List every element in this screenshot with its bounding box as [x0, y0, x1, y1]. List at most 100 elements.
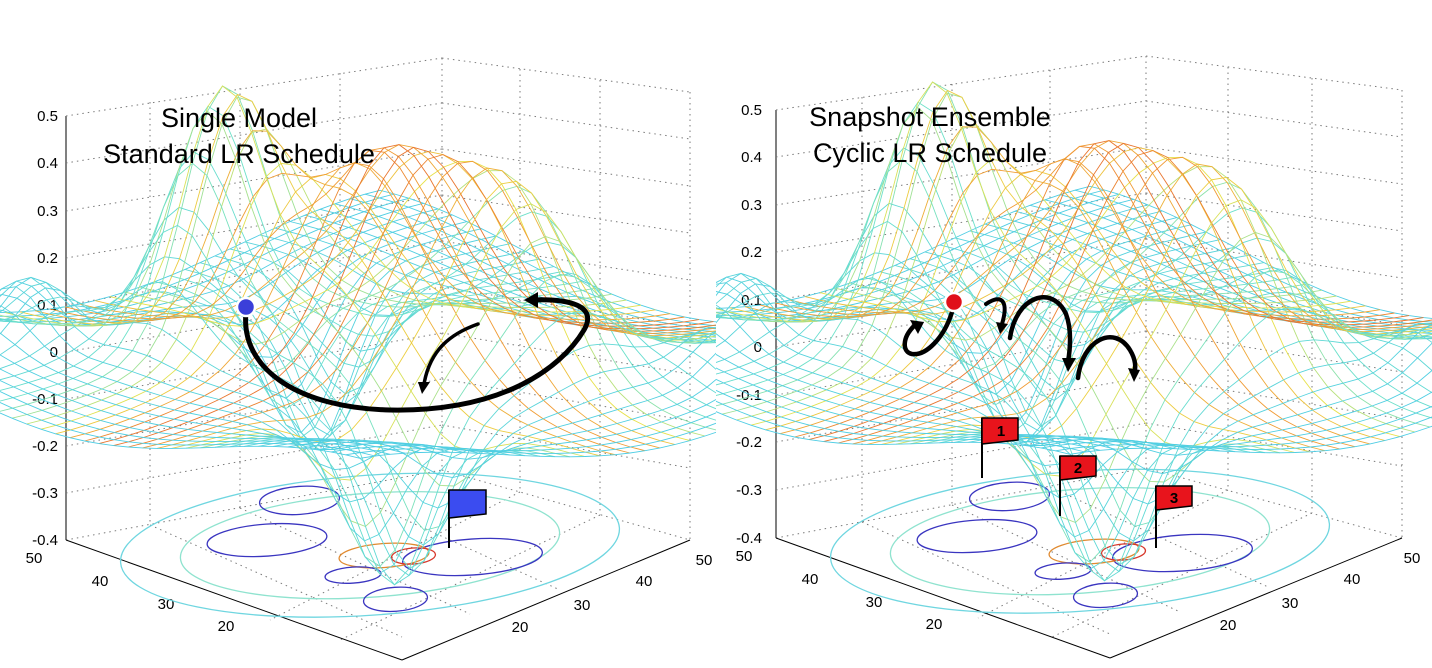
left-title-line-2: Standard LR Schedule	[103, 139, 375, 169]
y-tick: 20	[926, 616, 943, 633]
right-title-line-1: Snapshot Ensemble	[809, 102, 1051, 132]
surface-wire	[0, 110, 571, 487]
left-z-axis: 0.5 0.4 0.3 0.2 0.1 0 -0.1 -0.2 -0.3 -0.…	[32, 108, 58, 549]
y-tick: 50	[26, 550, 43, 567]
snapshot-flag-1: 1	[981, 417, 1019, 478]
y-tick: 40	[92, 573, 109, 590]
surface-wire	[716, 353, 1146, 449]
surface-wire	[716, 367, 1131, 449]
surface-wire	[716, 185, 1091, 309]
surface-wire	[716, 106, 1281, 483]
right-panel: 0.5 0.4 0.3 0.2 0.1 0 -0.1 -0.2 -0.3 -0.…	[716, 0, 1432, 668]
surface-wire	[794, 145, 1395, 438]
surface-wire	[229, 248, 716, 352]
flag-label: 3	[1170, 490, 1178, 507]
contour-line	[889, 487, 1271, 596]
surface-wire	[0, 243, 511, 448]
contour-line	[206, 522, 328, 558]
surface-wire	[0, 151, 569, 391]
right-z-axis: 0.5 0.4 0.3 0.2 0.1 0 -0.1 -0.2 -0.3 -0.…	[736, 102, 762, 547]
surface-wire	[0, 281, 526, 586]
z-tick: 0.5	[741, 102, 762, 119]
right-plot: 0.5 0.4 0.3 0.2 0.1 0 -0.1 -0.2 -0.3 -0.…	[716, 55, 1432, 659]
contour-line	[258, 485, 341, 516]
x-tick: 50	[1404, 550, 1421, 567]
z-tick: 0.3	[37, 203, 58, 220]
surface-wire	[1026, 391, 1432, 449]
surface-wire	[0, 354, 436, 453]
x-tick: 30	[1282, 595, 1299, 612]
surface-wire	[171, 180, 716, 449]
surface-wire	[716, 304, 1176, 467]
y-tick: 50	[736, 548, 753, 565]
surface-wire	[0, 281, 511, 574]
surface-wire	[0, 276, 496, 542]
z-tick: -0.3	[32, 485, 58, 502]
surface-wire	[716, 411, 1071, 455]
surface-wire	[1069, 425, 1432, 455]
contour-line	[402, 537, 543, 577]
y-tick: 20	[218, 618, 235, 635]
minimum-flag	[448, 489, 487, 548]
z-tick: 0.3	[741, 197, 762, 214]
contour-line	[968, 481, 1051, 512]
contour-line	[179, 491, 561, 600]
left-plot: 0.5 0.4 0.3 0.2 0.1 0 -0.1 -0.2 -0.3 -0.…	[0, 57, 716, 661]
surface-wire	[716, 220, 1251, 565]
surface-wire	[716, 252, 1250, 401]
surface-wire	[953, 328, 1432, 573]
z-tick: -0.2	[32, 438, 58, 455]
surface-wire	[881, 176, 1432, 445]
surface-wire	[0, 368, 421, 453]
surface-wire	[716, 272, 1206, 538]
z-tick: 0	[50, 344, 58, 361]
surface-wire	[1055, 416, 1432, 452]
start-point-marker	[235, 296, 257, 318]
z-tick: 0.4	[741, 149, 762, 166]
right-y-axis: 50 40 30 20	[736, 548, 943, 633]
z-tick: 0.2	[37, 250, 58, 267]
surface-wire	[968, 323, 1432, 542]
surface-wire	[910, 232, 1432, 524]
surface-wire	[258, 327, 716, 546]
left-y-axis: 50 40 30 20	[26, 550, 235, 635]
left-title-line-1: Single Model	[161, 103, 317, 133]
x-tick: 20	[1220, 617, 1237, 634]
flag-label: 1	[997, 423, 1005, 440]
right-title-line-2: Cyclic LR Schedule	[813, 138, 1047, 168]
z-tick: 0.5	[37, 108, 58, 125]
z-tick: 0	[754, 339, 762, 356]
left-x-axis: 50 40 30 20	[512, 552, 713, 636]
x-tick: 40	[1344, 571, 1361, 588]
surface-wire	[316, 398, 716, 453]
y-tick: 30	[866, 594, 883, 611]
snapshot-flag-3: 3	[1155, 485, 1193, 548]
surface-wire	[229, 311, 716, 586]
left-optimization-path	[243, 292, 591, 413]
surface-wire	[939, 307, 1432, 582]
surface-wire	[345, 422, 716, 456]
x-tick: 40	[636, 573, 653, 590]
contour-line	[1072, 582, 1139, 609]
surface-wire	[379, 189, 716, 323]
contour-line	[1112, 533, 1253, 573]
z-tick: -0.4	[736, 530, 762, 547]
surface-wire	[0, 305, 466, 471]
surface-wire	[716, 277, 1221, 570]
surface-wire	[789, 140, 1371, 445]
surface-wire	[984, 223, 1432, 340]
x-tick: 20	[512, 619, 529, 636]
surface-wire	[0, 224, 541, 569]
surface-wire	[0, 379, 406, 454]
surface-wire	[330, 412, 716, 453]
flag-label: 2	[1074, 460, 1082, 477]
surface-wire	[0, 286, 481, 503]
left-loss-surface	[0, 85, 716, 586]
surface-wire	[0, 391, 391, 455]
x-tick: 30	[574, 597, 591, 614]
z-tick: -0.2	[736, 434, 762, 451]
start-point-marker	[943, 291, 965, 313]
surface-wire	[1089, 185, 1432, 319]
surface-wire	[894, 264, 1432, 444]
surface-wire	[808, 140, 1410, 441]
